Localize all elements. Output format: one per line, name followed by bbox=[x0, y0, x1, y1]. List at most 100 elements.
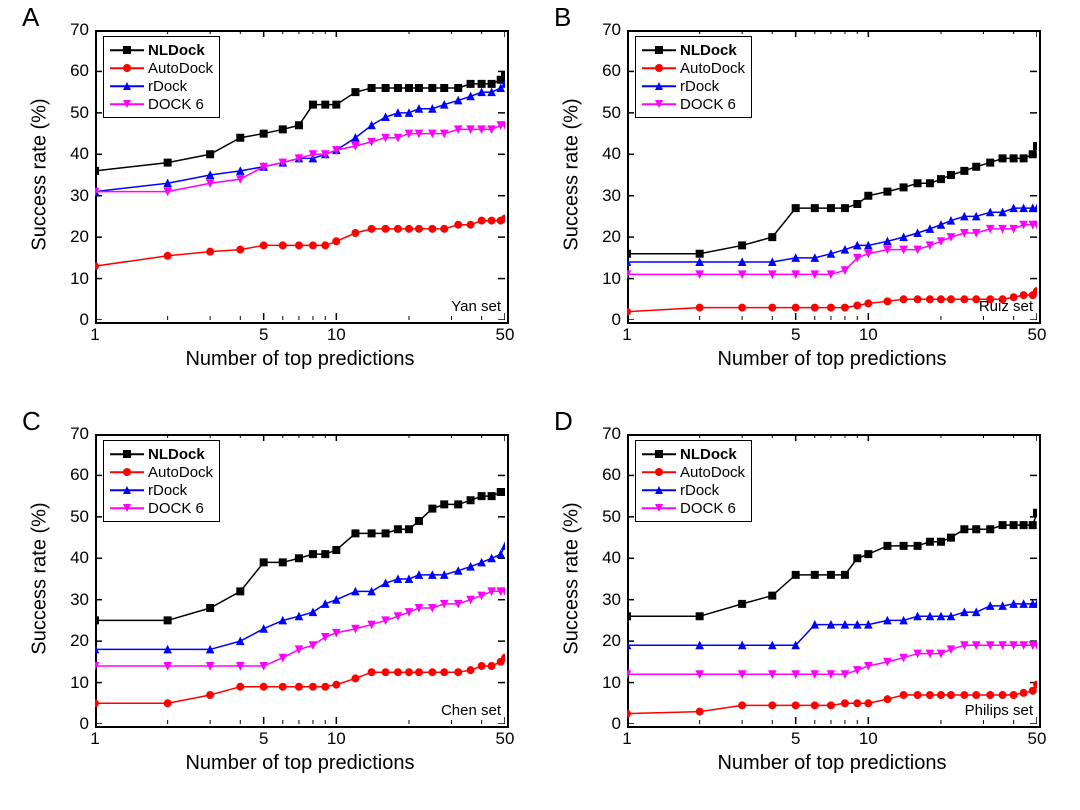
legend-item-dock6: DOCK 6 bbox=[110, 499, 213, 517]
series-marker-nldock bbox=[947, 172, 954, 179]
series-marker-nldock bbox=[309, 551, 316, 558]
series-marker-autodock bbox=[394, 225, 401, 232]
legend-item-dock6: DOCK 6 bbox=[642, 95, 745, 113]
xtick-label: 5 bbox=[781, 729, 811, 749]
series-marker-autodock bbox=[841, 304, 848, 311]
ytick-label: 60 bbox=[65, 61, 89, 81]
series-marker-autodock bbox=[1020, 689, 1027, 696]
series-marker-nldock bbox=[95, 167, 99, 174]
series-marker-nldock bbox=[352, 89, 359, 96]
series-marker-nldock bbox=[973, 163, 980, 170]
series-marker-nldock bbox=[854, 201, 861, 208]
legend-swatch bbox=[642, 96, 676, 112]
ytick-label: 10 bbox=[65, 269, 89, 289]
xtick-label: 10 bbox=[321, 729, 351, 749]
series-marker-autodock bbox=[260, 683, 267, 690]
series-marker-rdock bbox=[502, 542, 506, 549]
series-marker-nldock bbox=[394, 85, 401, 92]
series-marker-nldock bbox=[827, 571, 834, 578]
series-marker-nldock bbox=[322, 101, 329, 108]
series-marker-nldock bbox=[999, 155, 1006, 162]
xtick-label: 50 bbox=[490, 325, 520, 345]
series-marker-nldock bbox=[792, 205, 799, 212]
ytick-label: 30 bbox=[597, 186, 621, 206]
ytick-label: 50 bbox=[597, 103, 621, 123]
series-marker-nldock bbox=[947, 534, 954, 541]
series-marker-autodock bbox=[947, 692, 954, 699]
ytick-label: 50 bbox=[65, 507, 89, 527]
series-marker-autodock bbox=[488, 217, 495, 224]
legend: NLDockAutoDockrDockDOCK 6 bbox=[103, 440, 220, 522]
series-marker-rdock bbox=[467, 563, 474, 570]
series-marker-autodock bbox=[926, 296, 933, 303]
series-marker-autodock bbox=[1034, 288, 1038, 295]
series-marker-nldock bbox=[333, 547, 340, 554]
series-marker-autodock bbox=[999, 692, 1006, 699]
ytick-label: 60 bbox=[65, 465, 89, 485]
set-label: Philips set bbox=[947, 702, 1033, 719]
ytick-label: 70 bbox=[597, 424, 621, 444]
series-marker-nldock bbox=[739, 242, 746, 249]
series-marker-nldock bbox=[769, 592, 776, 599]
series-marker-dock6 bbox=[467, 596, 474, 603]
legend: NLDockAutoDockrDockDOCK 6 bbox=[635, 36, 752, 118]
series-marker-nldock bbox=[368, 85, 375, 92]
ytick-label: 50 bbox=[65, 103, 89, 123]
series-marker-nldock bbox=[394, 526, 401, 533]
series-marker-nldock bbox=[405, 85, 412, 92]
series-marker-nldock bbox=[260, 130, 267, 137]
series-marker-autodock bbox=[884, 298, 891, 305]
series-marker-nldock bbox=[769, 234, 776, 241]
series-marker-nldock bbox=[696, 613, 703, 620]
series-marker-dock6 bbox=[478, 592, 485, 599]
series-marker-autodock bbox=[502, 654, 506, 661]
series-marker-nldock bbox=[1020, 155, 1027, 162]
series-marker-nldock bbox=[854, 555, 861, 562]
series-marker-rdock bbox=[488, 555, 495, 562]
series-marker-nldock bbox=[1020, 522, 1027, 529]
series-marker-autodock bbox=[1034, 681, 1038, 688]
series-marker-autodock bbox=[352, 675, 359, 682]
legend-label: AutoDock bbox=[148, 60, 213, 77]
legend-label: AutoDock bbox=[148, 464, 213, 481]
series-marker-nldock bbox=[1010, 522, 1017, 529]
series-marker-nldock bbox=[368, 530, 375, 537]
series-marker-nldock bbox=[1029, 151, 1036, 158]
legend: NLDockAutoDockrDockDOCK 6 bbox=[635, 440, 752, 522]
series-marker-dock6 bbox=[405, 609, 412, 616]
legend-label: AutoDock bbox=[680, 60, 745, 77]
series-marker-autodock bbox=[333, 238, 340, 245]
series-marker-autodock bbox=[164, 252, 171, 259]
legend-swatch bbox=[110, 482, 144, 498]
series-marker-autodock bbox=[207, 692, 214, 699]
legend-swatch bbox=[110, 464, 144, 480]
series-marker-autodock bbox=[987, 692, 994, 699]
legend-label: DOCK 6 bbox=[680, 500, 736, 517]
series-marker-nldock bbox=[841, 571, 848, 578]
series-marker-nldock bbox=[627, 613, 631, 620]
series-marker-autodock bbox=[696, 304, 703, 311]
series-marker-autodock bbox=[382, 669, 389, 676]
series-marker-nldock bbox=[1029, 522, 1036, 529]
y-axis-label: Success rate (%) bbox=[29, 95, 52, 255]
series-marker-nldock bbox=[926, 538, 933, 545]
panel-label-b: B bbox=[554, 2, 571, 33]
series-marker-nldock bbox=[478, 80, 485, 87]
series-marker-nldock bbox=[937, 176, 944, 183]
series-marker-autodock bbox=[237, 246, 244, 253]
series-marker-autodock bbox=[295, 683, 302, 690]
legend-swatch bbox=[110, 60, 144, 76]
series-marker-nldock bbox=[811, 205, 818, 212]
xtick-label: 5 bbox=[249, 325, 279, 345]
series-marker-autodock bbox=[739, 304, 746, 311]
series-marker-nldock bbox=[429, 505, 436, 512]
series-marker-autodock bbox=[973, 692, 980, 699]
legend-item-dock6: DOCK 6 bbox=[110, 95, 213, 113]
legend-swatch bbox=[110, 446, 144, 462]
series-marker-autodock bbox=[95, 263, 99, 270]
set-label: Ruiz set bbox=[947, 298, 1033, 315]
series-marker-autodock bbox=[164, 700, 171, 707]
series-marker-nldock bbox=[429, 85, 436, 92]
legend-label: NLDock bbox=[148, 446, 205, 463]
legend-item-rdock: rDock bbox=[110, 481, 213, 499]
